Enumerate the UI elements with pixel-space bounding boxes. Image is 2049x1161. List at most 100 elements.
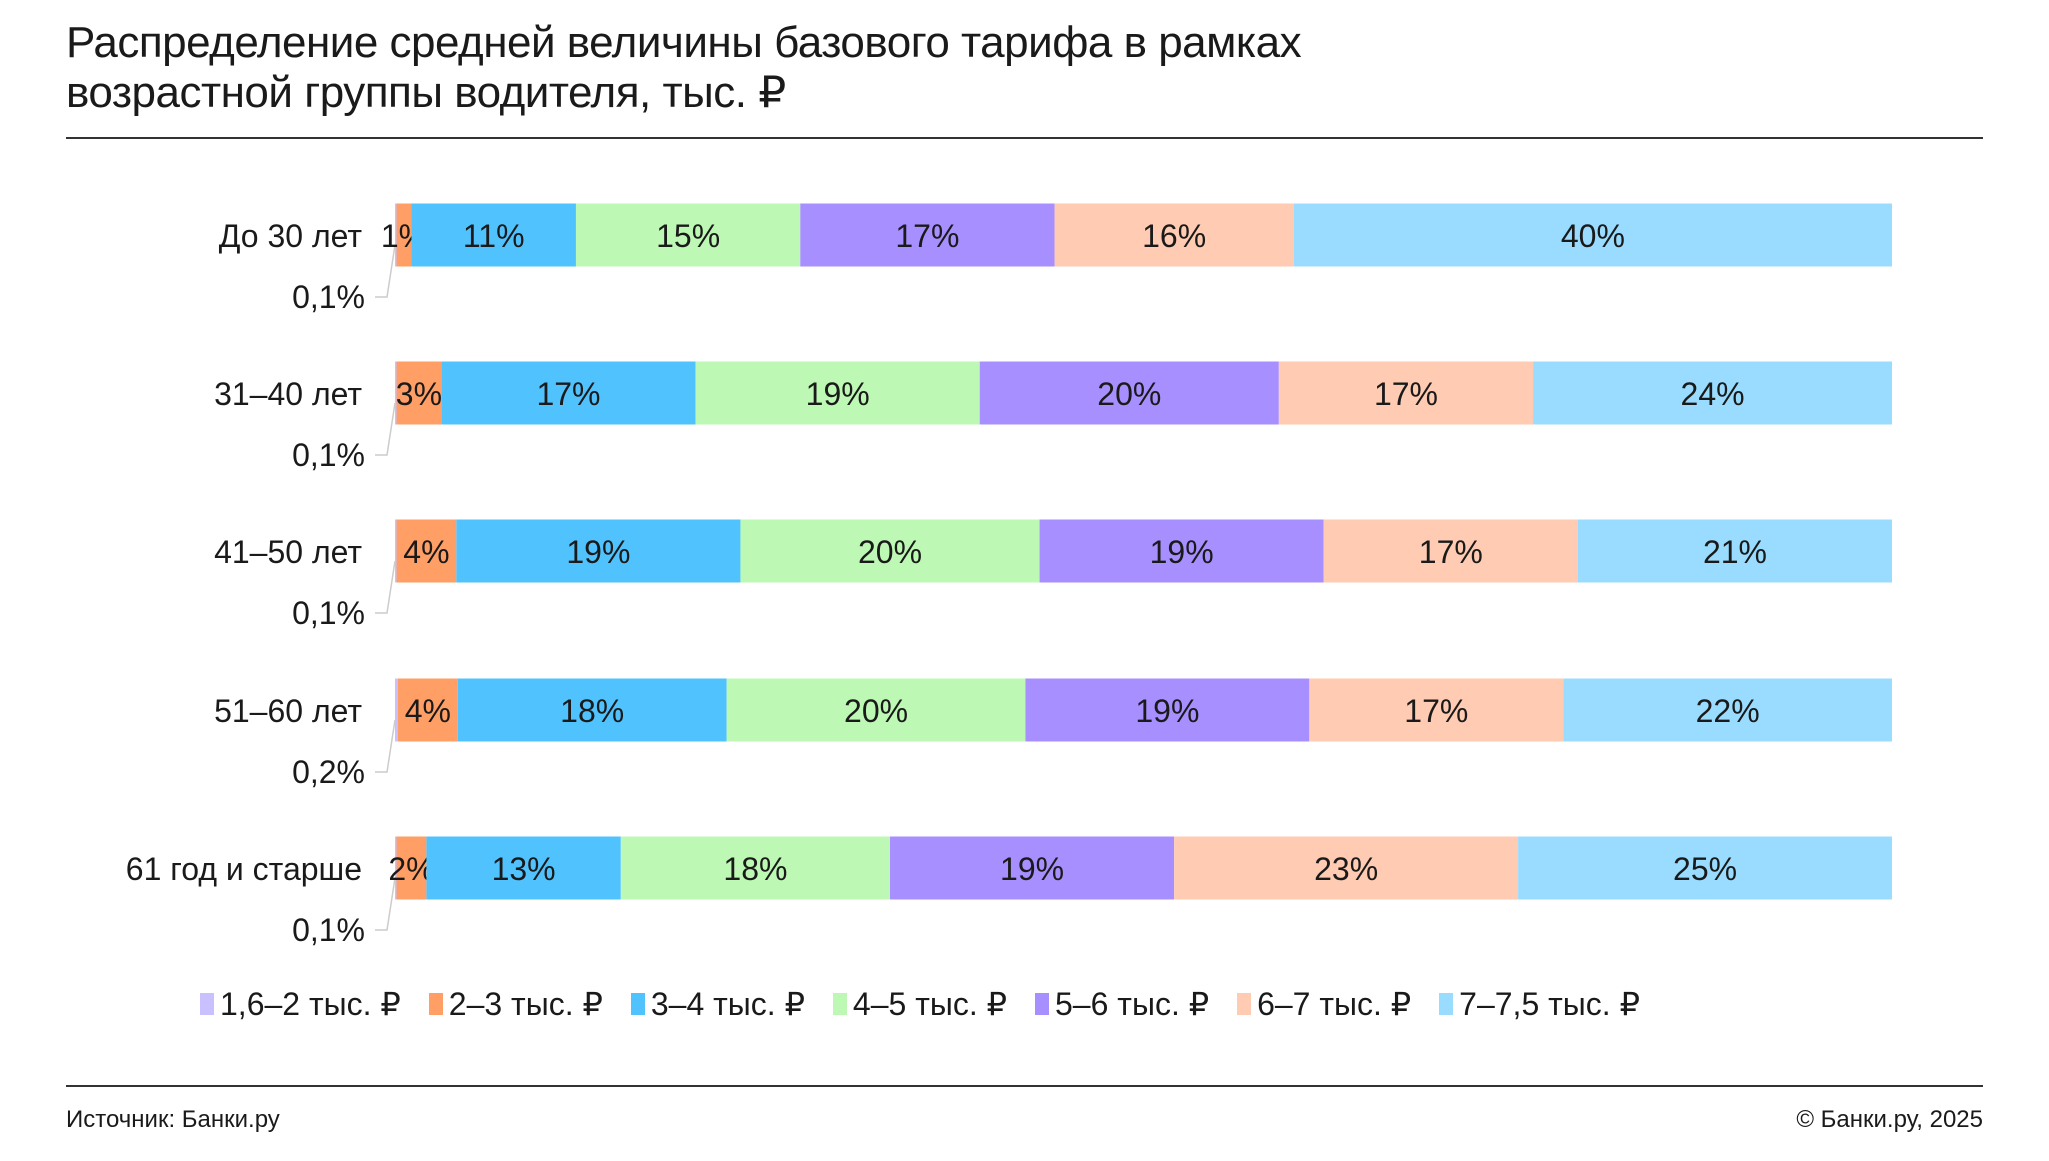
bar-segment [457, 678, 727, 742]
data-label: 18% [723, 851, 787, 887]
bar-segment [1309, 678, 1564, 742]
leader-line [375, 244, 396, 298]
data-label: 0,1% [292, 912, 365, 948]
bar-segment [740, 519, 1040, 583]
legend-swatch [1035, 993, 1049, 1015]
data-label: 19% [1000, 851, 1064, 887]
data-label: 19% [1135, 693, 1199, 729]
data-label: 0,1% [292, 437, 365, 473]
leader-line [375, 560, 396, 614]
legend-swatch [630, 993, 645, 1015]
bar-segment [395, 678, 398, 742]
data-label: 40% [1561, 218, 1625, 254]
data-label: 20% [844, 693, 908, 729]
legend-item: 7–7,5 тыс. ₽ [1439, 985, 1640, 1023]
bar-segment [396, 836, 427, 900]
category-label: 31–40 лет [214, 376, 362, 412]
bar-segment [620, 836, 891, 900]
data-label: 0,1% [292, 279, 365, 315]
bar-segment [1577, 519, 1892, 583]
legend-item: 2–3 тыс. ₽ [428, 985, 603, 1023]
data-label: 20% [858, 534, 922, 570]
bar-segment [395, 203, 397, 267]
bar-segment [1323, 519, 1578, 583]
bar-segment [411, 203, 576, 267]
bar-segment [1518, 836, 1892, 900]
chart-title: Распределение средней величины базового … [66, 18, 1302, 118]
bar-segment [426, 836, 621, 900]
data-label: 19% [566, 534, 630, 570]
title-line-1: Распределение средней величины базового … [66, 18, 1302, 67]
data-label: 4% [405, 693, 451, 729]
legend-label: 3–4 тыс. ₽ [650, 986, 805, 1022]
data-label: 18% [560, 693, 624, 729]
bar-segment [1025, 678, 1310, 742]
bar-segment [396, 361, 442, 425]
data-label: 19% [1150, 534, 1214, 570]
data-label: 17% [1419, 534, 1483, 570]
data-label: 16% [1142, 218, 1206, 254]
bar-segment [396, 519, 457, 583]
legend-swatch [428, 993, 443, 1015]
data-label: 22% [1696, 693, 1760, 729]
data-label: 11% [463, 218, 525, 254]
bar-segment [395, 361, 397, 425]
data-label: 20% [1097, 376, 1161, 412]
copyright-text: © Банки.ру, 2025 [1796, 1106, 1983, 1133]
bar-segment [1039, 519, 1324, 583]
bar-segment [1174, 836, 1519, 900]
legend-swatch [200, 993, 214, 1015]
legend-label: 7–7,5 тыс. ₽ [1459, 986, 1640, 1022]
data-label: 4% [403, 534, 449, 570]
bar-segment [890, 836, 1175, 900]
category-label: 51–60 лет [214, 693, 362, 729]
legend-label: 4–5 тыс. ₽ [852, 986, 1007, 1022]
legend-item: 5–6 тыс. ₽ [1035, 985, 1209, 1023]
legend-label: 2–3 тыс. ₽ [448, 986, 603, 1022]
bar-segment [575, 203, 801, 267]
legend-label: 1,6–2 тыс. ₽ [220, 986, 401, 1022]
bar-segment [1293, 203, 1892, 267]
bar-segment [395, 836, 397, 900]
bottom-divider [66, 1085, 1983, 1087]
data-label: 17% [895, 218, 959, 254]
bar-segment [456, 519, 741, 583]
bar-segment [441, 361, 696, 425]
leader-line [375, 402, 396, 456]
category-label: 61 год и старше [126, 851, 362, 887]
legend-swatch [1237, 993, 1252, 1015]
category-label: До 30 лет [219, 218, 363, 254]
legend-item: 1,6–2 тыс. ₽ [200, 985, 401, 1023]
bar-segment [397, 678, 458, 742]
source-text: Источник: Банки.ру [66, 1106, 280, 1133]
bar-segment [979, 361, 1279, 425]
category-label: 41–50 лет [214, 534, 362, 570]
bar-segment [1563, 678, 1892, 742]
data-label: 0,1% [292, 595, 365, 631]
data-label: 17% [1404, 693, 1468, 729]
legend: 1,6–2 тыс. ₽ 2–3 тыс. ₽ 3–4 тыс. ₽ 4–5 тыс.… [200, 985, 1640, 1023]
leader-line [375, 877, 396, 931]
bar-segment [695, 361, 980, 425]
top-divider [66, 137, 1983, 139]
legend-swatch [1439, 993, 1454, 1015]
data-label: 19% [806, 376, 870, 412]
legend-swatch [832, 993, 847, 1015]
data-label: 23% [1314, 851, 1378, 887]
data-label: 3% [396, 376, 442, 412]
bar-segment [726, 678, 1026, 742]
legend-item: 4–5 тыс. ₽ [832, 985, 1007, 1023]
data-label: 24% [1681, 376, 1745, 412]
title-line-2: возрастной группы водителя, тыс. ₽ [66, 68, 786, 117]
data-label: 0,2% [292, 754, 365, 790]
data-label: 17% [536, 376, 600, 412]
bar-segment [395, 519, 397, 583]
legend-item: 6–7 тыс. ₽ [1237, 985, 1411, 1023]
data-label: 13% [492, 851, 556, 887]
bar-segment [1054, 203, 1294, 267]
data-label: 15% [656, 218, 720, 254]
bar-segment [1533, 361, 1892, 425]
legend-item: 3–4 тыс. ₽ [630, 985, 805, 1023]
bar-segment [396, 203, 412, 267]
